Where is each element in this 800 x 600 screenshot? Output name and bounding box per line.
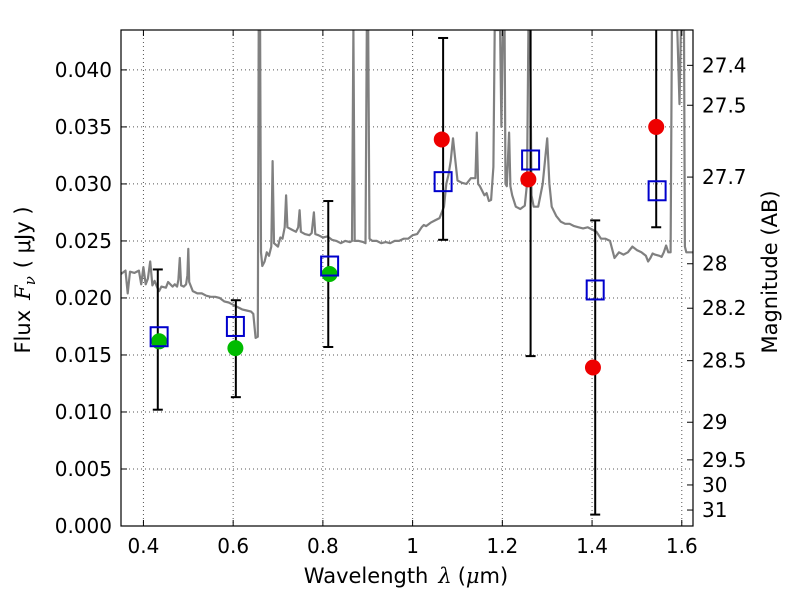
axes: 0.4 0.6 0.8 1 1.2 1.4 1.6 0.000 0.005 0.010 0.015 0…: [55, 29, 747, 558]
y-tick-label: 0.025: [55, 229, 112, 253]
y-tick-label: 0.015: [55, 343, 112, 367]
y2-tick-label: 31: [702, 498, 727, 522]
square-marker: [320, 255, 340, 277]
y-tick-label: 0.010: [55, 400, 112, 424]
x-tick-label: 0.8: [307, 534, 339, 558]
green-point: [227, 340, 244, 357]
spectrum-line: [121, 30, 693, 339]
plot-frame: [120, 29, 694, 527]
x-tick-label: 1.6: [666, 534, 698, 558]
square-marker: [585, 279, 605, 301]
y-tick-label: 0.030: [55, 172, 112, 196]
grid: [121, 30, 693, 527]
spectrum-layer: [121, 30, 693, 339]
square-marker: [225, 315, 245, 337]
green-point: [321, 266, 338, 283]
y2-tick-label: 29: [702, 410, 727, 434]
errorbar-layer: [152, 30, 662, 516]
red-point: [584, 359, 601, 376]
x-tick-label: 0.6: [217, 534, 249, 558]
x-tick-label: 1: [406, 534, 419, 558]
y2-tick-label: 29.5: [702, 448, 747, 472]
red-point: [433, 131, 450, 148]
y2-tick-label: 27.7: [702, 165, 747, 189]
y-tick-label: 0.020: [55, 286, 112, 310]
y2-axis-title: Magnitude (AB): [758, 190, 782, 353]
red-point: [520, 171, 537, 188]
x-tick-label: 0.4: [128, 534, 160, 558]
y2-tick-label: 30: [702, 473, 727, 497]
y-axis-title: FluxFν( μJy ): [11, 206, 39, 353]
square-marker: [521, 149, 541, 171]
x-axis-title: Wavelength λ (μm): [304, 564, 508, 588]
y-tick-label: 0.040: [55, 58, 112, 82]
x-tick-label: 1.4: [576, 534, 608, 558]
y2-tick-label: 28: [702, 252, 727, 276]
y2-tick-label: 28.2: [702, 296, 747, 320]
square-marker: [433, 171, 453, 193]
x-tick-label: 1.2: [486, 534, 518, 558]
square-marker: [149, 326, 169, 348]
marker-layer: [149, 118, 667, 376]
y-tick-label: 0.000: [55, 514, 112, 538]
y-tick-label: 0.035: [55, 115, 112, 139]
y2-tick-label: 27.5: [702, 93, 747, 117]
y-tick-label: 0.005: [55, 457, 112, 481]
error-bar: [525, 30, 536, 358]
square-marker: [647, 180, 667, 202]
y2-tick-label: 28.5: [702, 349, 747, 373]
y2-tick-label: 27.4: [702, 53, 747, 77]
red-point: [648, 118, 665, 135]
